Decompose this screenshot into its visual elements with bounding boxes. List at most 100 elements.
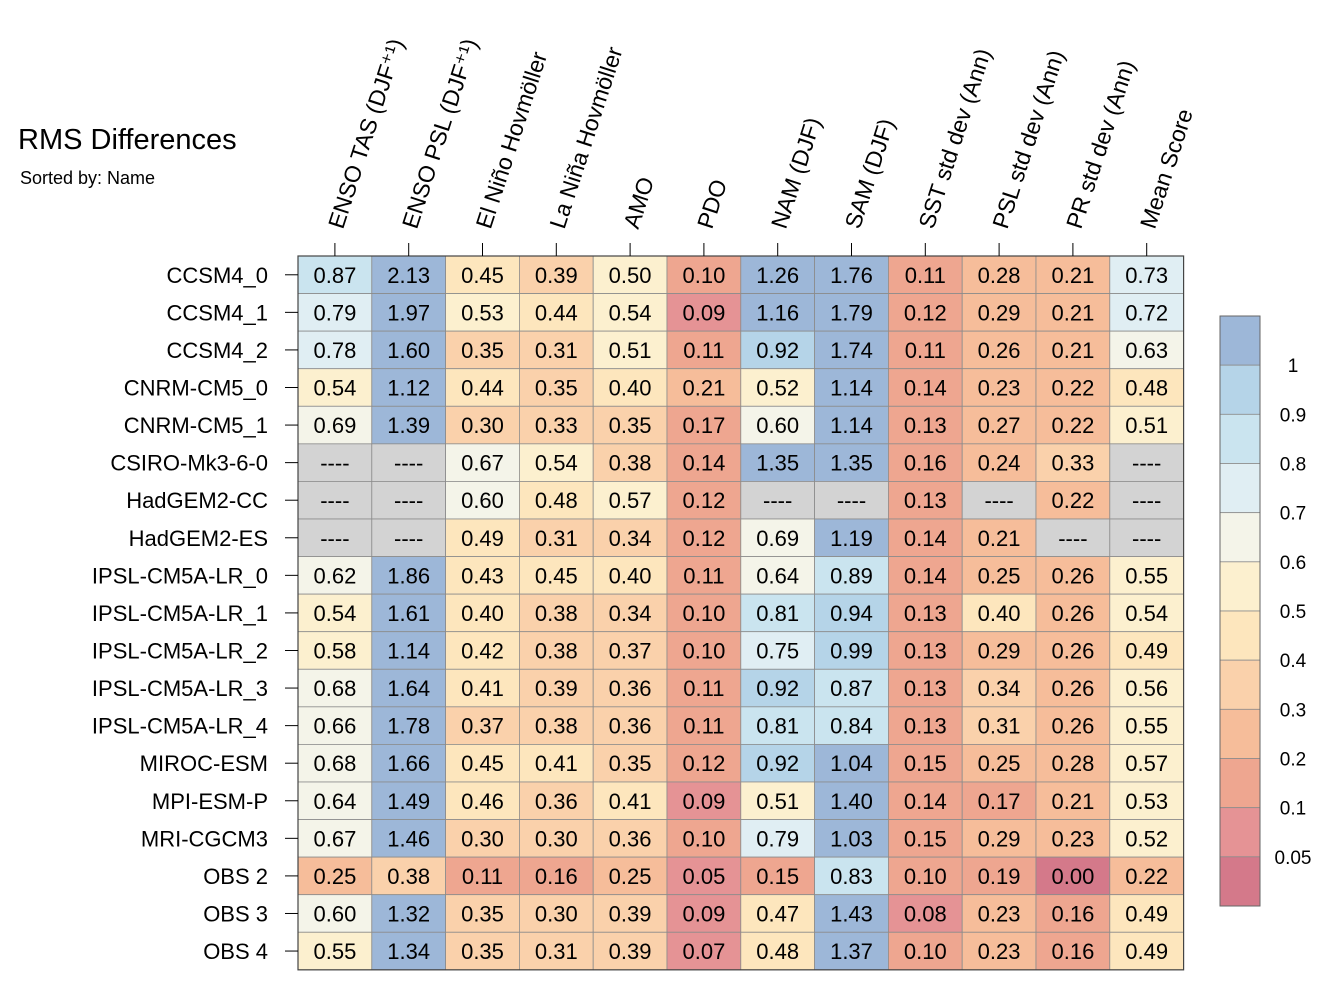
heatmap-cell bbox=[814, 706, 889, 745]
heatmap-cell bbox=[519, 481, 594, 520]
cell-value-label: 0.10 bbox=[682, 601, 725, 626]
cell-value-label: 0.54 bbox=[313, 375, 356, 400]
heatmap-cell bbox=[1109, 368, 1185, 407]
heatmap-cell bbox=[371, 744, 446, 783]
cell-value-label: 0.17 bbox=[978, 789, 1021, 814]
cell-value-label: 1.60 bbox=[387, 338, 430, 363]
cell-value-label: 0.12 bbox=[682, 488, 725, 513]
cell-value-label: 1.04 bbox=[830, 751, 873, 776]
heatmap-cell bbox=[961, 255, 1037, 294]
cell-value-label: 0.21 bbox=[1051, 789, 1094, 814]
cell-value-label: 0.23 bbox=[978, 939, 1021, 964]
cell-value-label: 0.05 bbox=[682, 864, 725, 889]
cell-value-label: 1.40 bbox=[830, 789, 873, 814]
cell-value-label: 0.35 bbox=[535, 375, 578, 400]
cell-value-label: 1.14 bbox=[830, 375, 873, 400]
cell-value-label: 1.37 bbox=[830, 939, 873, 964]
heatmap-cell bbox=[519, 405, 594, 445]
cell-value-label: 0.14 bbox=[904, 789, 947, 814]
cell-value-label: 0.29 bbox=[978, 638, 1021, 663]
colorbar-segment bbox=[1219, 807, 1261, 858]
row-label: IPSL-CM5A-LR_0 bbox=[92, 563, 268, 588]
cell-value-label: 0.55 bbox=[1125, 563, 1168, 588]
row-label: CNRM-CM5_1 bbox=[124, 413, 268, 438]
cell-value-label: 1.79 bbox=[830, 300, 873, 325]
heatmap-cell bbox=[814, 443, 889, 482]
cell-value-label: 0.10 bbox=[682, 263, 725, 288]
heatmap-cell bbox=[740, 481, 815, 520]
cell-value-label: 1.78 bbox=[387, 714, 430, 739]
heatmap-cell bbox=[814, 518, 889, 557]
heatmap-cell bbox=[445, 931, 520, 971]
heatmap-cell bbox=[592, 781, 668, 820]
cell-value-label: 0.38 bbox=[387, 864, 430, 889]
cell-value-label: 0.52 bbox=[756, 375, 799, 400]
cell-value-label: 0.30 bbox=[535, 826, 578, 851]
heatmap-cell bbox=[666, 405, 742, 445]
heatmap-cell bbox=[740, 781, 815, 820]
cell-value-label: 0.63 bbox=[1125, 338, 1168, 363]
cell-value-label: 0.35 bbox=[461, 901, 504, 926]
heatmap-cell bbox=[297, 781, 373, 820]
cell-value-label: 0.13 bbox=[904, 676, 947, 701]
cell-value-label: 0.14 bbox=[904, 375, 947, 400]
cell-value-label: 0.50 bbox=[609, 263, 652, 288]
heatmap-cell bbox=[1035, 781, 1111, 820]
cell-value-label: 1.61 bbox=[387, 601, 430, 626]
heatmap-cell bbox=[519, 894, 594, 933]
heatmap-cell bbox=[888, 668, 963, 708]
heatmap-cell bbox=[445, 781, 520, 820]
heatmap-cell bbox=[814, 781, 889, 820]
cell-value-label: 1.64 bbox=[387, 676, 430, 701]
cell-value-label: 0.69 bbox=[756, 526, 799, 551]
heatmap-cell bbox=[1109, 781, 1185, 820]
colorbar-segment bbox=[1219, 659, 1261, 710]
column-label: Mean Score bbox=[1135, 106, 1198, 232]
cell-value-label: 0.92 bbox=[756, 751, 799, 776]
cell-value-label: 0.14 bbox=[904, 526, 947, 551]
heatmap-cell bbox=[1035, 744, 1111, 783]
colorbar-segment bbox=[1219, 364, 1261, 415]
cell-value-label: 0.26 bbox=[1051, 601, 1094, 626]
cell-value-label: 0.66 bbox=[313, 714, 356, 739]
heatmap-cell bbox=[888, 405, 963, 445]
cell-value-label: 0.64 bbox=[756, 563, 799, 588]
cell-value-label: 1.97 bbox=[387, 300, 430, 325]
heatmap-cell bbox=[519, 744, 594, 783]
cell-value-label: ---- bbox=[1132, 451, 1161, 476]
row-label: CNRM-CM5_0 bbox=[124, 375, 268, 400]
heatmap-cell bbox=[297, 706, 373, 745]
cell-value-label: 0.09 bbox=[682, 789, 725, 814]
colorbar-segment bbox=[1219, 315, 1261, 366]
cell-value-label: 0.37 bbox=[461, 714, 504, 739]
cell-value-label: 0.38 bbox=[535, 714, 578, 739]
cell-value-label: 0.21 bbox=[1051, 300, 1094, 325]
colorbar-segment bbox=[1219, 856, 1261, 907]
cell-value-label: 0.40 bbox=[978, 601, 1021, 626]
cell-value-label: ---- bbox=[763, 488, 792, 513]
cell-value-label: 0.16 bbox=[1051, 939, 1094, 964]
cell-value-label: 0.11 bbox=[683, 714, 724, 739]
cell-value-label: 0.31 bbox=[535, 526, 578, 551]
cell-value-label: 0.39 bbox=[535, 263, 578, 288]
cell-value-label: 0.36 bbox=[609, 826, 652, 851]
heatmap-cell bbox=[445, 894, 520, 933]
cell-value-label: 0.41 bbox=[609, 789, 652, 814]
cell-value-label: 0.28 bbox=[1051, 751, 1094, 776]
colorbar-label: 0.05 bbox=[1275, 848, 1312, 869]
cell-value-label: 0.39 bbox=[609, 939, 652, 964]
heatmap-cell bbox=[814, 856, 889, 896]
cell-value-label: ---- bbox=[394, 451, 423, 476]
cell-value-label: 0.36 bbox=[535, 789, 578, 814]
cell-value-label: 0.49 bbox=[1125, 939, 1168, 964]
cell-value-label: 0.68 bbox=[313, 676, 356, 701]
cell-value-label: 0.35 bbox=[609, 751, 652, 776]
cell-value-label: 0.40 bbox=[609, 563, 652, 588]
heatmap-cell bbox=[740, 631, 815, 670]
colorbar-label: 0.8 bbox=[1280, 455, 1306, 476]
heatmap-cell bbox=[888, 894, 963, 933]
cell-value-label: 0.22 bbox=[1051, 375, 1094, 400]
cell-value-label: 0.79 bbox=[313, 300, 356, 325]
heatmap-cell bbox=[592, 293, 668, 332]
cell-value-label: 0.54 bbox=[1125, 601, 1168, 626]
